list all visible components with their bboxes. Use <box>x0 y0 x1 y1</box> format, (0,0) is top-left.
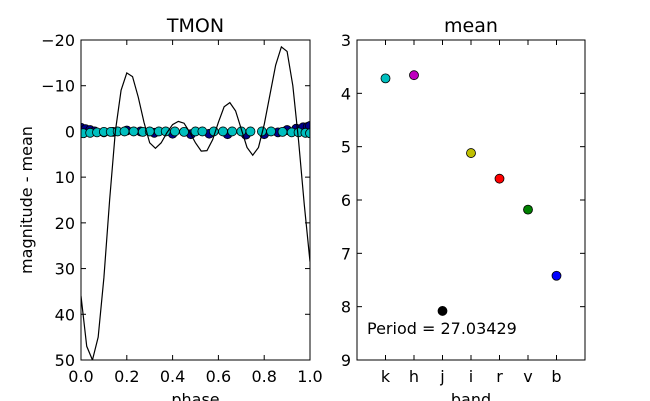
data-point <box>245 126 256 137</box>
axes-frame <box>356 39 586 361</box>
chart-title: TMON <box>166 15 224 37</box>
y-tick-label: 7 <box>341 244 351 263</box>
y-axis-label: magnitude - mean <box>17 126 36 274</box>
y-tick-label: 0 <box>65 122 75 141</box>
x-tick-label: 0.8 <box>251 367 276 386</box>
data-point <box>197 126 208 137</box>
data-point <box>227 126 238 137</box>
y-tick-label: −20 <box>41 31 75 50</box>
data-point <box>266 126 276 137</box>
x-axis-label: phase <box>171 390 219 401</box>
chart-title: mean <box>444 15 498 37</box>
data-point <box>218 126 228 137</box>
data-point <box>277 126 288 137</box>
fit-curve <box>81 45 310 360</box>
y-tick-label: 3 <box>341 31 351 50</box>
band-mean <box>466 148 476 158</box>
x-axis-label: band <box>451 390 491 401</box>
data-point <box>119 126 130 137</box>
x-tick-label: 0.6 <box>206 367 231 386</box>
band-mean <box>551 270 562 281</box>
y-tick-label: 9 <box>341 351 351 370</box>
x-tick-label: 0.4 <box>160 367 185 386</box>
y-tick-label: 4 <box>341 84 351 103</box>
band-mean <box>523 204 533 215</box>
x-tick-label: h <box>409 367 419 386</box>
y-tick-label: 6 <box>341 191 351 210</box>
y-tick-label: 5 <box>341 138 351 157</box>
y-tick-label: 10 <box>55 168 75 187</box>
y-tick-label: 50 <box>55 351 75 370</box>
x-tick-label: 1.0 <box>297 367 322 386</box>
data-point <box>169 126 180 137</box>
x-tick-label: b <box>551 367 561 386</box>
x-tick-label: v <box>523 367 532 386</box>
band-mean <box>437 306 448 316</box>
x-tick-label: i <box>469 367 473 386</box>
axes-frame <box>80 39 311 361</box>
x-tick-label: 0.2 <box>114 367 139 386</box>
data-point <box>128 126 139 137</box>
annotation: Period = 27.03429 <box>367 319 517 338</box>
plot-area <box>81 40 310 360</box>
plot-area <box>357 40 585 360</box>
x-tick-label: j <box>439 367 444 386</box>
band-mean <box>494 173 505 184</box>
data-point <box>179 126 189 137</box>
y-tick-label: 30 <box>55 260 75 279</box>
band-mean <box>380 73 391 84</box>
x-tick-label: k <box>381 367 391 386</box>
y-tick-label: 20 <box>55 214 75 233</box>
y-tick-label: 40 <box>55 305 75 324</box>
band-mean <box>409 70 419 81</box>
y-tick-label: −10 <box>41 77 75 96</box>
x-tick-label: 0.0 <box>68 367 93 386</box>
x-tick-label: r <box>496 367 503 386</box>
y-tick-label: 8 <box>341 298 351 317</box>
data-point <box>305 128 310 139</box>
